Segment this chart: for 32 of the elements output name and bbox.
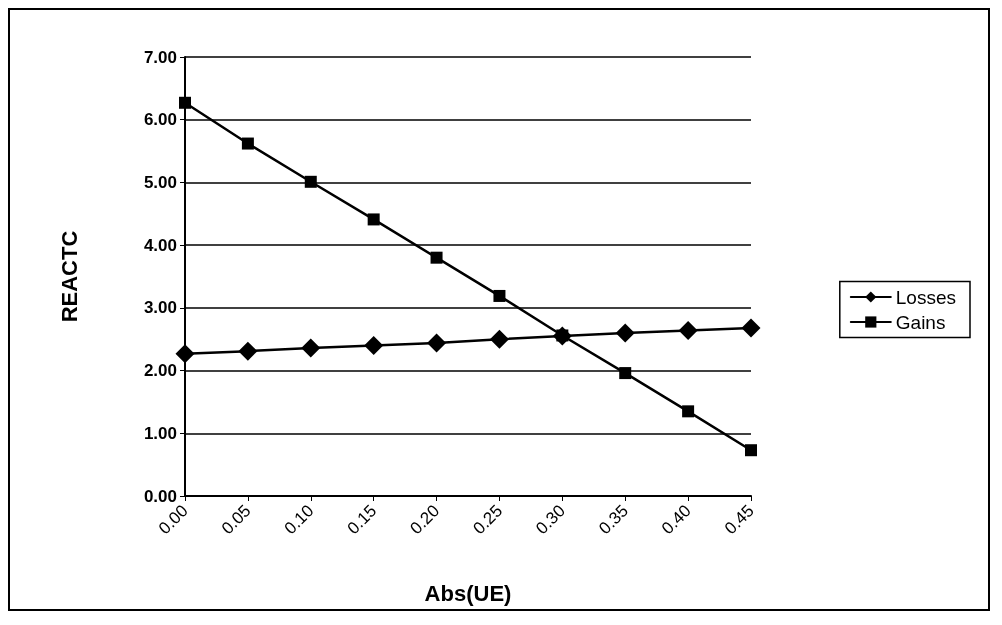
point bbox=[678, 320, 698, 340]
point bbox=[175, 344, 195, 364]
y-tick-label: 5.00 bbox=[143, 172, 177, 192]
point bbox=[745, 444, 757, 457]
point bbox=[615, 323, 635, 343]
point bbox=[427, 333, 447, 353]
y-tick-label: 0.00 bbox=[143, 486, 177, 506]
point bbox=[367, 213, 380, 226]
point bbox=[682, 405, 695, 418]
point bbox=[238, 341, 258, 361]
point bbox=[304, 175, 317, 188]
point bbox=[489, 329, 509, 349]
point bbox=[364, 335, 384, 355]
legend-label: Losses bbox=[895, 286, 956, 308]
y-tick-label: 1.00 bbox=[143, 423, 177, 443]
y-axis-title: REACTC bbox=[56, 230, 82, 323]
y-tick-label: 7.00 bbox=[143, 47, 177, 67]
x-tick-label: 0.20 bbox=[406, 501, 444, 539]
y-tick-label: 4.00 bbox=[143, 235, 177, 255]
point bbox=[741, 318, 761, 338]
x-axis-title: Abs(UE) bbox=[424, 580, 512, 606]
x-tick-label: 0.10 bbox=[280, 501, 318, 539]
y-tick-label: 6.00 bbox=[143, 110, 177, 130]
point bbox=[619, 367, 632, 380]
legend-label: Gains bbox=[895, 311, 946, 333]
point bbox=[430, 251, 443, 264]
y-tick-label: 2.00 bbox=[143, 361, 177, 381]
y-tick-label: 3.00 bbox=[143, 298, 177, 318]
point bbox=[493, 289, 506, 302]
point bbox=[301, 338, 321, 358]
point bbox=[241, 137, 254, 150]
point bbox=[179, 96, 191, 109]
